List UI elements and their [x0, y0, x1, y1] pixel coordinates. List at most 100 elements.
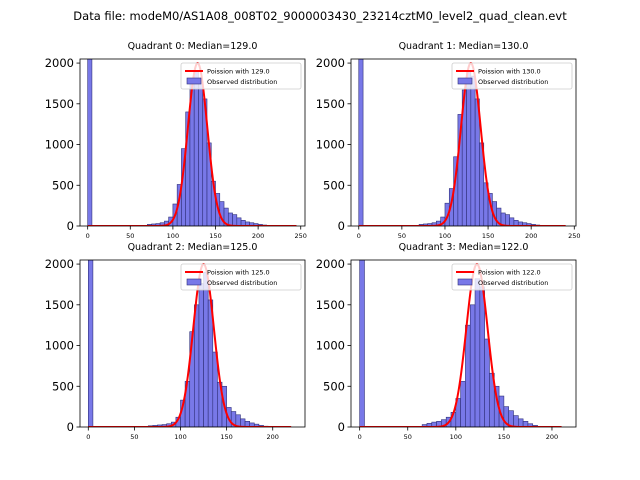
- x-tick-label: 150: [498, 433, 510, 441]
- x-tick-label: 200: [252, 232, 264, 240]
- legend-bar-swatch: [457, 278, 473, 286]
- y-tick-label: 1500: [316, 97, 345, 111]
- x-tick-label: 150: [220, 433, 232, 441]
- histogram-bar: [198, 283, 204, 427]
- poisson-curve: [88, 263, 292, 427]
- x-tick-label: 0: [358, 433, 362, 441]
- x-tick-label: 0: [86, 433, 90, 441]
- subplots: Quadrant 0: Median=129.0 0 50 100 150 200 250 0…: [45, 41, 581, 441]
- y-tick-label: 0: [67, 420, 74, 434]
- legend-curve-label: Poission with 130.0: [478, 68, 541, 76]
- subplot-title: Quadrant 2: Median=125.0: [128, 242, 258, 253]
- x-tick-label: 0: [357, 232, 361, 240]
- legend-box: [451, 62, 573, 90]
- x-tick-label: 150: [209, 232, 221, 240]
- histogram-bar: [505, 214, 510, 226]
- y-tick-label: 500: [52, 379, 74, 393]
- x-tick-label: 200: [525, 232, 537, 240]
- x-tick-label: 200: [546, 433, 558, 441]
- y-tick-label: 0: [338, 219, 345, 233]
- histogram-bar: [193, 70, 199, 226]
- legend-curve-label: Poission with 129.0: [207, 68, 270, 76]
- figure-title: Data file: modeM0/AS1A08_008T02_90000034…: [73, 9, 567, 23]
- histogram-bar: [88, 260, 94, 427]
- y-tick-label: 2000: [45, 257, 74, 271]
- x-tick-label: 100: [450, 433, 462, 441]
- legend: Poission with 129.0 Observed distribution: [180, 62, 302, 90]
- histogram-bar: [203, 271, 209, 427]
- subplot-title: Quadrant 1: Median=130.0: [399, 41, 529, 52]
- legend-box: [180, 263, 302, 291]
- histogram-bar: [509, 217, 515, 226]
- histogram-bar: [236, 217, 242, 226]
- legend-bar-swatch: [186, 77, 202, 85]
- plot-area: [358, 59, 566, 226]
- plot-area: [359, 260, 562, 427]
- subplot-quadrant-2: Quadrant 2: Median=125.00 50 100 150 2000500…: [45, 242, 306, 441]
- poisson-curve: [358, 62, 566, 226]
- histogram-bar: [240, 418, 246, 427]
- histogram-bar: [198, 78, 204, 226]
- legend-bar-swatch: [186, 278, 202, 286]
- legend-box: [180, 62, 302, 90]
- histogram-bar: [466, 70, 472, 226]
- y-tick-label: 0: [67, 219, 74, 233]
- legend-box: [451, 263, 573, 291]
- histogram-bar: [359, 260, 365, 427]
- x-tick-label: 200: [267, 433, 279, 441]
- axes-frame: [79, 58, 306, 227]
- poisson-curve: [359, 263, 562, 427]
- subplot-quadrant-0: Quadrant 0: Median=129.0 0 50 100 150 200 250 0…: [45, 41, 307, 240]
- plot-area: [88, 260, 292, 427]
- histogram-bar: [479, 286, 485, 427]
- y-tick-label: 1500: [45, 97, 74, 111]
- y-tick-label: 0: [338, 420, 345, 434]
- legend-bar-label: Observed distribution: [207, 279, 277, 287]
- x-tick-label: 150: [482, 232, 494, 240]
- y-tick-label: 1500: [45, 298, 74, 312]
- axes-frame: [350, 259, 577, 428]
- x-tick-label: 250: [568, 232, 580, 240]
- y-tick-label: 2000: [316, 56, 345, 70]
- axes-frame: [79, 259, 306, 428]
- legend-curve-label: Poission with 125.0: [207, 269, 270, 277]
- histogram-bar: [228, 212, 233, 226]
- histogram-bar: [469, 304, 476, 427]
- legend: Poission with 130.0 Observed distribution: [451, 62, 573, 90]
- subplot-title: Quadrant 0: Median=129.0: [128, 41, 258, 52]
- legend-bar-swatch: [457, 77, 473, 85]
- y-tick-label: 1000: [316, 138, 345, 152]
- histogram-bar: [470, 75, 476, 226]
- histogram-bar: [513, 415, 519, 427]
- histogram-bar: [194, 304, 200, 427]
- y-tick-label: 2000: [45, 56, 74, 70]
- y-tick-label: 1000: [45, 339, 74, 353]
- histogram-bar: [474, 278, 481, 427]
- subplot-quadrant-3: Quadrant 3: Median=122.00 50 100 150 2000500…: [316, 242, 577, 441]
- x-tick-label: 50: [130, 433, 138, 441]
- y-tick-label: 500: [52, 178, 74, 192]
- legend-bar-label: Observed distribution: [207, 78, 277, 86]
- histogram-bar: [358, 59, 364, 226]
- x-tick-label: 100: [439, 232, 451, 240]
- histogram-bar: [87, 59, 93, 226]
- legend-bar-label: Observed distribution: [478, 78, 548, 86]
- x-tick-label: 50: [126, 232, 134, 240]
- histogram-bar: [484, 338, 490, 427]
- legend: Poission with 122.0 Observed distribution: [451, 263, 573, 291]
- x-tick-label: 0: [86, 232, 90, 240]
- y-tick-label: 1000: [316, 339, 345, 353]
- legend: Poission with 125.0 Observed distribution: [180, 263, 302, 291]
- y-tick-label: 500: [323, 379, 345, 393]
- x-tick-label: 100: [174, 433, 186, 441]
- subplot-quadrant-1: Quadrant 1: Median=130.0 0 50 100 150 200 250 0…: [316, 41, 581, 240]
- y-tick-label: 2000: [316, 257, 345, 271]
- legend-curve-label: Poission with 122.0: [478, 269, 541, 277]
- x-tick-label: 50: [398, 232, 406, 240]
- x-tick-label: 250: [295, 232, 307, 240]
- histogram-bar: [232, 214, 238, 226]
- histogram-bar: [518, 418, 524, 427]
- y-tick-label: 1500: [316, 298, 345, 312]
- y-tick-label: 500: [323, 178, 345, 192]
